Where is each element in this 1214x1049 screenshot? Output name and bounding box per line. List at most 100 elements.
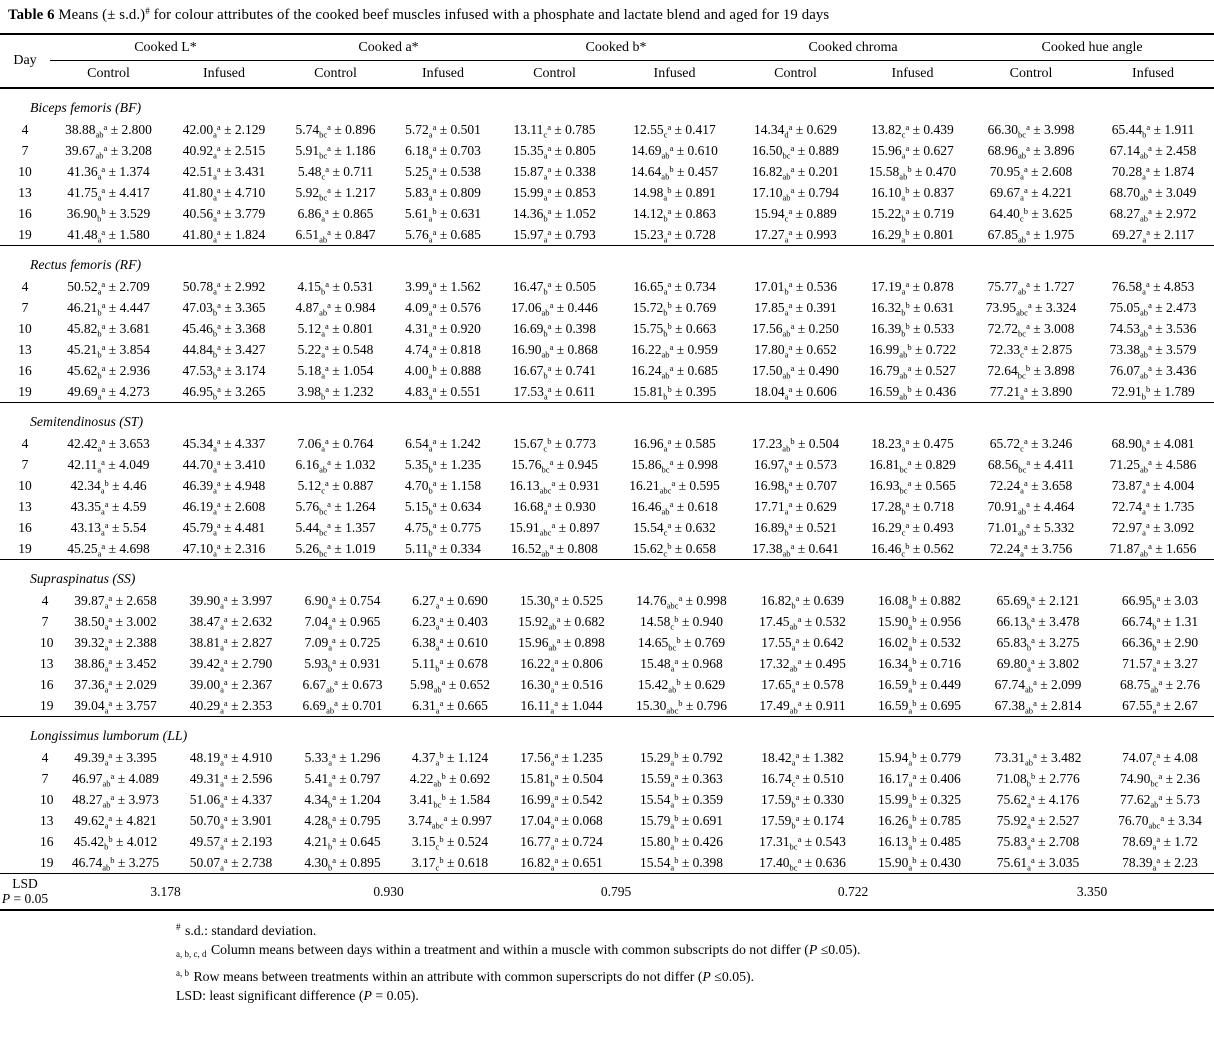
lsd-value: 0.795 <box>600 883 632 899</box>
day-cell: 7 <box>21 300 29 315</box>
value-cell: 5.61ab ± 0.631 <box>404 206 482 224</box>
value-cell: 75.83aa ± 2.708 <box>996 834 1080 852</box>
value-cell: 4.70ba ± 1.158 <box>404 478 482 496</box>
value-cell: 68.75aba ± 2.76 <box>1120 677 1201 695</box>
value-cell: 17.31bca ± 0.543 <box>759 834 846 852</box>
value-cell: 78.69aa ± 1.72 <box>1122 834 1198 852</box>
value-cell: 15.62cb ± 0.658 <box>633 541 716 559</box>
value-cell: 13.11ca ± 0.785 <box>513 122 596 140</box>
caption-footnote-mark: # <box>145 6 150 16</box>
value-cell: 66.36ba ± 2.90 <box>1121 635 1199 653</box>
value-cell: 6.86aa ± 0.865 <box>297 206 374 224</box>
day-cell: 19 <box>18 541 32 556</box>
value-cell: 47.10aa ± 2.316 <box>182 541 266 559</box>
value-cell: 42.34ab ± 4.46 <box>70 478 147 496</box>
value-cell: 71.01aba ± 5.332 <box>987 520 1075 538</box>
subheader-control: Control <box>774 66 817 81</box>
value-cell: 16.13ab ± 0.485 <box>878 834 961 852</box>
value-cell: 39.00aa ± 2.367 <box>189 677 273 695</box>
value-cell: 42.00aa ± 2.129 <box>182 122 266 140</box>
value-cell: 72.24aa ± 3.756 <box>989 541 1073 559</box>
value-cell: 17.01ba ± 0.536 <box>754 279 837 297</box>
muscle-section: Semitendinosus (ST) 4 42.42aa ± 3.653 45.34… <box>0 403 1214 560</box>
value-cell: 6.51aba ± 0.847 <box>295 227 376 245</box>
value-cell: 5.25aa ± 0.538 <box>405 164 481 182</box>
value-cell: 45.46ba ± 3.368 <box>182 321 266 339</box>
table-row: 16 43.13aa ± 5.54 45.79aa ± 4.481 5.44bca ±… <box>0 517 1214 538</box>
value-cell: 5.18aa ± 1.054 <box>297 363 374 381</box>
value-cell: 15.23aa ± 0.728 <box>633 227 716 245</box>
value-cell: 42.42aa ± 3.653 <box>67 436 150 454</box>
value-cell: 5.26bca ± 1.019 <box>295 541 376 559</box>
value-cell: 5.22aa ± 0.548 <box>297 342 374 360</box>
value-cell: 4.30ba ± 0.895 <box>304 855 381 873</box>
value-cell: 17.06aba ± 0.446 <box>511 300 598 318</box>
value-cell: 5.76bca ± 1.264 <box>295 499 376 517</box>
value-cell: 68.90ba ± 4.081 <box>1111 436 1195 454</box>
value-cell: 74.53aba ± 3.536 <box>1109 321 1197 339</box>
value-cell: 72.64bcb ± 3.898 <box>987 363 1075 381</box>
day-cell: 7 <box>41 771 49 786</box>
lsd-value: 3.178 <box>150 883 181 899</box>
subheader-control: Control <box>533 66 576 81</box>
table-row: 13 43.35aa ± 4.59 46.19aa ± 2.608 5.76bca ±… <box>0 496 1214 517</box>
value-cell: 6.16aba ± 1.032 <box>295 457 376 475</box>
value-cell: 6.38aa ± 0.610 <box>412 635 488 653</box>
value-cell: 67.14aba ± 2.458 <box>1109 143 1197 161</box>
value-cell: 72.72bca ± 3.008 <box>987 321 1075 339</box>
subheader-infused: Infused <box>203 66 245 81</box>
day-cell: 4 <box>41 593 49 608</box>
value-cell: 16.02ab ± 0.532 <box>878 635 961 653</box>
value-cell: 40.92aa ± 2.515 <box>182 143 266 161</box>
value-cell: 46.21ba ± 4.447 <box>67 300 150 318</box>
value-cell: 14.34da ± 0.629 <box>754 122 837 140</box>
muscle-name: Longissimus lumborum (LL) <box>30 728 188 743</box>
value-cell: 3.74abca ± 0.997 <box>408 813 492 831</box>
value-cell: 76.58aa ± 4.853 <box>1111 279 1195 297</box>
value-cell: 41.80aa ± 1.824 <box>182 227 266 245</box>
value-cell: 15.92aba ± 0.682 <box>518 614 605 632</box>
value-cell: 42.11aa ± 4.049 <box>67 457 150 475</box>
value-cell: 45.42bb ± 4.012 <box>73 834 158 852</box>
value-cell: 65.72ca ± 3.246 <box>989 436 1073 454</box>
value-cell: 17.55aa ± 0.642 <box>761 635 844 653</box>
value-cell: 71.25aba ± 4.586 <box>1109 457 1197 475</box>
value-cell: 40.56aa ± 3.779 <box>182 206 266 224</box>
table-row: 4 49.39aa ± 3.395 48.19aa ± 4.910 5.33aa ± … <box>0 747 1214 768</box>
table-header: Day Cooked L* Cooked a* Cooked b* Cooked… <box>0 34 1214 88</box>
value-cell: 16.46cb ± 0.562 <box>871 541 954 559</box>
value-cell: 5.98aba ± 0.652 <box>410 677 491 695</box>
subheader-infused: Infused <box>891 66 934 81</box>
value-cell: 17.53aa ± 0.611 <box>513 384 596 402</box>
value-cell: 39.32aa ± 2.388 <box>74 635 157 653</box>
table-row: 16 45.62ba ± 2.936 47.53ba ± 3.174 5.18aa ±… <box>0 360 1214 381</box>
value-cell: 48.27aba ± 3.973 <box>72 792 159 810</box>
lsd-value: 0.930 <box>373 883 404 899</box>
value-cell: 67.74aba ± 2.099 <box>994 677 1082 695</box>
value-cell: 72.33ca ± 2.875 <box>989 342 1073 360</box>
value-cell: 71.87aba ± 1.656 <box>1109 541 1197 559</box>
value-cell: 16.59ab ± 0.695 <box>878 698 961 716</box>
value-cell: 16.97ba ± 0.573 <box>754 457 837 475</box>
value-cell: 16.81bca ± 0.829 <box>869 457 956 475</box>
value-cell: 38.47aa ± 2.632 <box>189 614 273 632</box>
value-cell: 14.69aba ± 0.610 <box>631 143 718 161</box>
value-cell: 15.48aa ± 0.968 <box>640 656 723 674</box>
lsd-value: 3.350 <box>1076 883 1108 899</box>
value-cell: 16.74ca ± 0.510 <box>761 771 844 789</box>
value-cell: 39.04aa ± 3.757 <box>74 698 157 716</box>
table-row: 7 39.67aba ± 3.208 40.92aa ± 2.515 5.91bca … <box>0 140 1214 161</box>
value-cell: 5.76aa ± 0.685 <box>405 227 481 245</box>
value-cell: 49.62aa ± 4.821 <box>74 813 157 831</box>
value-cell: 67.85aba ± 1.975 <box>987 227 1075 245</box>
day-cell: 16 <box>40 677 54 692</box>
value-cell: 50.52aa ± 2.709 <box>67 279 150 297</box>
value-cell: 16.39bb ± 0.533 <box>870 321 955 339</box>
value-cell: 14.64abb ± 0.457 <box>630 164 719 182</box>
value-cell: 5.33aa ± 1.296 <box>304 750 381 768</box>
value-cell: 13.82ca ± 0.439 <box>871 122 954 140</box>
value-cell: 15.96aa ± 0.627 <box>871 143 954 161</box>
value-cell: 16.69ba ± 0.398 <box>513 321 596 339</box>
value-cell: 15.80ab ± 0.426 <box>640 834 723 852</box>
value-cell: 17.59ba ± 0.330 <box>761 792 844 810</box>
